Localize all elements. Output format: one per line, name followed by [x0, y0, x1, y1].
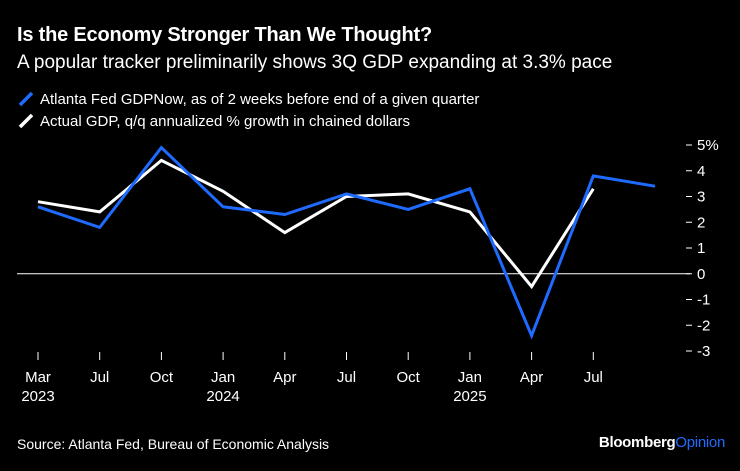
x-tick-label: Mar [25, 369, 51, 386]
x-tick-year-label: 2023 [21, 388, 54, 405]
x-tick-year-label: 2025 [453, 388, 486, 405]
chart-title: Is the Economy Stronger Than We Thought? [17, 24, 432, 46]
y-tick-label: 5% [697, 137, 719, 154]
y-tick-label: 2 [697, 214, 705, 231]
series-line-actual-gdp [37, 158, 595, 290]
y-tick-label: 1 [697, 240, 705, 257]
y-tick-label: 3 [697, 189, 705, 206]
x-tick-label: Jan [211, 369, 235, 386]
legend-label-actual-gdp: Actual GDP, q/q annualized % growth in c… [40, 112, 410, 130]
chart-subtitle: A popular tracker preliminarily shows 3Q… [17, 52, 613, 73]
x-tick-label: Apr [273, 369, 296, 386]
legend-item-gdpnow: Atlanta Fed GDPNow, as of 2 weeks before… [17, 88, 479, 110]
x-tick-year-label: 2024 [206, 388, 239, 405]
brand-main: Bloomberg [598, 434, 676, 451]
x-tick-label: Jul [90, 369, 109, 386]
x-tick-label: Apr [520, 369, 543, 386]
legend-swatch-blue-icon [17, 90, 35, 108]
x-tick-label: Oct [150, 369, 174, 386]
x-tick-label: Jul [337, 369, 356, 386]
legend-item-actual-gdp: Actual GDP, q/q annualized % growth in c… [17, 110, 479, 132]
brand-accent: Opinion [675, 434, 725, 451]
y-tick-label: -3 [697, 343, 710, 360]
y-tick-label: -2 [697, 317, 710, 334]
legend-swatch-white-icon [17, 112, 35, 130]
y-tick-label: 4 [697, 163, 705, 180]
x-tick-label: Jul [584, 369, 603, 386]
y-tick-label: -1 [697, 292, 710, 309]
x-tick-label: Oct [397, 369, 421, 386]
legend-label-gdpnow: Atlanta Fed GDPNow, as of 2 weeks before… [40, 90, 480, 108]
source-note: Source: Atlanta Fed, Bureau of Economic … [17, 436, 330, 452]
x-tick-label: Jan [458, 369, 482, 386]
series-line-gdpnow [37, 145, 656, 340]
legend: Atlanta Fed GDPNow, as of 2 weeks before… [17, 88, 479, 132]
bloomberg-opinion-logo: BloombergOpinion [599, 434, 725, 451]
y-tick-label: 0 [697, 266, 705, 283]
